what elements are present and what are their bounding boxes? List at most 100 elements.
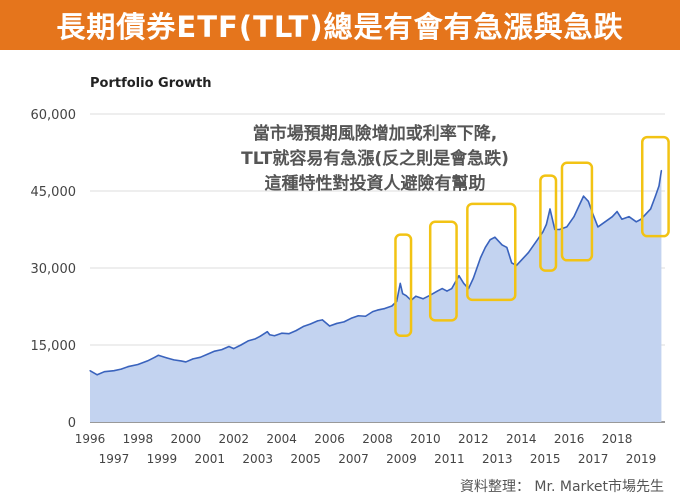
data-point [436, 290, 438, 292]
data-point [582, 195, 585, 197]
data-point [611, 216, 613, 218]
data-point [127, 365, 129, 368]
x-tick-label: 2015 [530, 452, 561, 466]
highlight-box [466, 202, 517, 302]
highlight-box [560, 161, 594, 262]
data-point [520, 259, 522, 261]
title-banner: 長期債券ETF(TLT)總是有會有急漲與急跌 [0, 0, 680, 50]
x-tick-label: 2013 [482, 452, 513, 466]
x-tick-label: 2010 [410, 432, 441, 446]
data-point [321, 319, 323, 321]
y-axis: 0 15,000 30,000 45,000 60,000 [31, 108, 77, 431]
data-point [635, 221, 637, 223]
x-tick-label: 2014 [506, 432, 537, 446]
data-point [206, 353, 208, 355]
data-point [479, 257, 482, 259]
data-point [259, 335, 261, 337]
x-tick-label: 2000 [171, 432, 202, 446]
data-point [616, 210, 618, 213]
data-point [527, 252, 530, 254]
data-point [221, 349, 223, 351]
data-point [573, 216, 575, 218]
data-point [446, 290, 448, 292]
data-point [494, 236, 496, 238]
data-point [654, 195, 657, 197]
data-point [317, 320, 319, 322]
series-line [89, 170, 663, 376]
data-point [309, 323, 312, 325]
data-point [549, 208, 551, 210]
data-point [173, 359, 175, 361]
data-point [558, 228, 561, 231]
x-tick-label: 2005 [290, 452, 321, 466]
data-point [604, 221, 606, 223]
data-point [364, 315, 367, 317]
highlight-box [539, 174, 558, 272]
data-point [391, 305, 393, 307]
data-point [269, 334, 271, 336]
data-point [328, 325, 331, 327]
data-point [645, 213, 647, 215]
x-tick-label: 2002 [218, 432, 249, 446]
data-point [295, 330, 297, 332]
y-tick-label: 30,000 [31, 262, 77, 277]
data-point [103, 371, 105, 373]
data-point [113, 370, 115, 372]
data-point [399, 282, 401, 284]
data-point [650, 208, 652, 210]
data-point [185, 361, 187, 363]
data-point [384, 307, 386, 310]
data-point [566, 226, 568, 228]
data-point [343, 321, 345, 323]
annotation-line: TLT就容易有急漲(反之則是會急跌) [241, 148, 509, 169]
data-point [89, 370, 91, 372]
x-tick-label: 2009 [386, 452, 417, 466]
x-tick-label: 2004 [266, 432, 297, 446]
data-point [621, 218, 623, 220]
x-tick-label: 1998 [123, 432, 154, 446]
data-point [415, 295, 417, 297]
data-point [535, 241, 537, 243]
data-point [484, 246, 486, 249]
data-point [266, 331, 268, 333]
data-point [451, 287, 453, 290]
data-point [288, 333, 290, 335]
chart-area: Portfolio Growth 0 15,000 30,000 45,000 60,0… [0, 50, 680, 504]
data-point [247, 340, 249, 342]
x-tick-label: 1996 [75, 432, 106, 446]
x-tick-label: 2011 [434, 452, 465, 466]
x-tick-label: 2019 [626, 452, 657, 466]
data-point [96, 374, 98, 376]
annotation-text: 當市場預期風險增加或利率下降, TLT就容易有急漲(反之則是會急跌) 這種特性對投資… [241, 123, 509, 194]
data-point [402, 293, 404, 295]
data-point [336, 322, 338, 325]
x-tick-label: 2003 [242, 452, 273, 466]
highlight-box [394, 233, 413, 338]
data-point [658, 185, 660, 187]
series-area [90, 170, 662, 422]
chart-title: Portfolio Growth [90, 76, 212, 91]
x-tick-label: 2001 [195, 452, 226, 466]
data-point [511, 262, 513, 264]
y-tick-label: 15,000 [31, 339, 77, 354]
highlight-box [428, 220, 458, 322]
highlight-box [640, 135, 670, 238]
x-tick-label: 2012 [458, 432, 489, 446]
source-credit: 資料整理： Mr. Market市場先生 [459, 479, 664, 495]
data-point [597, 226, 599, 228]
data-point [154, 356, 156, 358]
data-point [273, 335, 276, 337]
plot-area [89, 169, 663, 422]
data-point [213, 350, 216, 352]
portfolio-growth-chart: Portfolio Growth 0 15,000 30,000 45,000 60,0… [31, 76, 670, 466]
data-point [192, 358, 194, 360]
data-point [240, 344, 242, 346]
data-point [458, 275, 460, 277]
data-point [157, 354, 159, 356]
x-tick-label: 2007 [338, 452, 369, 466]
data-point [441, 287, 443, 290]
data-point [542, 231, 544, 233]
data-point [472, 277, 474, 279]
data-point [233, 347, 235, 350]
data-point [166, 357, 168, 359]
